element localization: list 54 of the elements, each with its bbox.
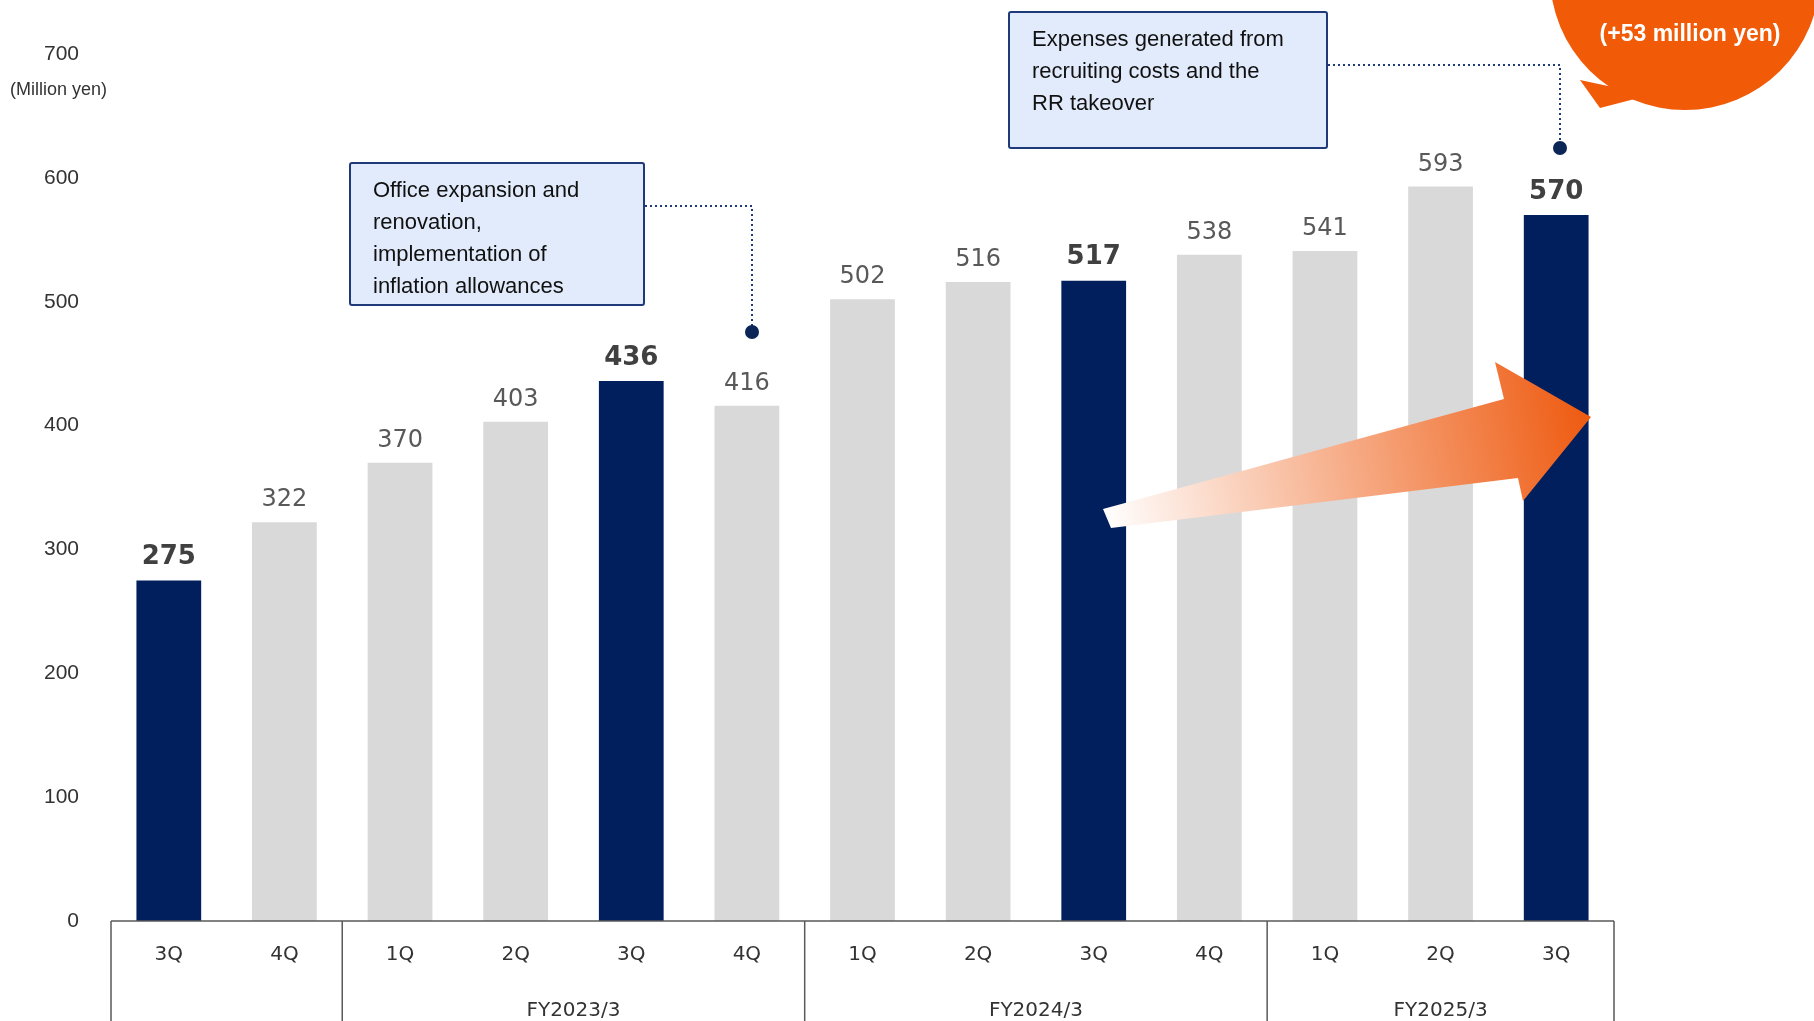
x-tick-label: 1Q <box>385 941 415 966</box>
data-label: 370 <box>377 424 423 453</box>
bar <box>136 580 202 921</box>
bar <box>252 522 317 921</box>
data-label: 502 <box>839 261 886 290</box>
bar <box>598 380 664 921</box>
bar <box>1061 280 1127 921</box>
x-tick-label: 2Q <box>1426 941 1455 966</box>
note-box: Office expansion and renovation, implementation of inflation allowances <box>349 162 645 306</box>
text: (+53 million yen) <box>1598 20 1782 47</box>
data-label: 516 <box>955 244 1002 273</box>
x-tick-label: 4Q <box>270 941 299 966</box>
data-label: 403 <box>492 384 539 413</box>
y-tick-label: 100 <box>43 783 79 807</box>
x-tick-label: 2Q <box>501 941 530 966</box>
bar <box>714 405 780 921</box>
bar <box>1176 254 1242 921</box>
data-label: 517 <box>1066 240 1121 271</box>
data-label: 570 <box>1529 174 1584 205</box>
x-tick-label: 3Q <box>617 941 646 966</box>
y-tick-label: 700 <box>43 40 79 64</box>
y-tick-label: 0 <box>67 907 79 931</box>
x-tick-label: 3Q <box>154 941 184 966</box>
x-tick-label: 4Q <box>1195 941 1224 966</box>
bar <box>830 299 895 921</box>
y-tick-label: 400 <box>43 412 79 436</box>
x-tick-label: 1Q <box>848 941 877 966</box>
y-tick-label: 300 <box>43 536 79 560</box>
bar <box>367 462 433 921</box>
data-label: 436 <box>604 340 659 371</box>
data-label: 416 <box>723 367 770 396</box>
text: FY2023/3 <box>526 997 621 1021</box>
data-label: 541 <box>1302 213 1348 242</box>
x-tick-label: 1Q <box>1310 941 1340 966</box>
x-tick-label: 2Q <box>963 941 993 966</box>
y-axis-title: (Million yen) <box>10 78 108 99</box>
text: FY2024/3 <box>988 997 1083 1021</box>
bar <box>945 281 1011 921</box>
y-tick-label: 200 <box>43 660 79 684</box>
bar <box>483 421 549 921</box>
data-label: 322 <box>261 484 308 513</box>
x-tick-label: 3Q <box>1079 941 1108 966</box>
bar <box>1523 215 1589 921</box>
bar <box>1408 186 1473 921</box>
y-tick-label: 600 <box>43 164 79 188</box>
data-label: 538 <box>1186 216 1233 245</box>
data-label: 593 <box>1417 148 1464 177</box>
x-tick-label: 3Q <box>1541 941 1571 966</box>
x-tick-label: 4Q <box>732 941 762 966</box>
bar <box>1292 250 1358 921</box>
y-tick-label: 500 <box>43 288 79 312</box>
note-box: Expenses generated from recruiting costs and the RR takeover <box>1008 11 1328 149</box>
text: FY2025/3 <box>1393 997 1488 1021</box>
data-label: 275 <box>141 540 196 571</box>
